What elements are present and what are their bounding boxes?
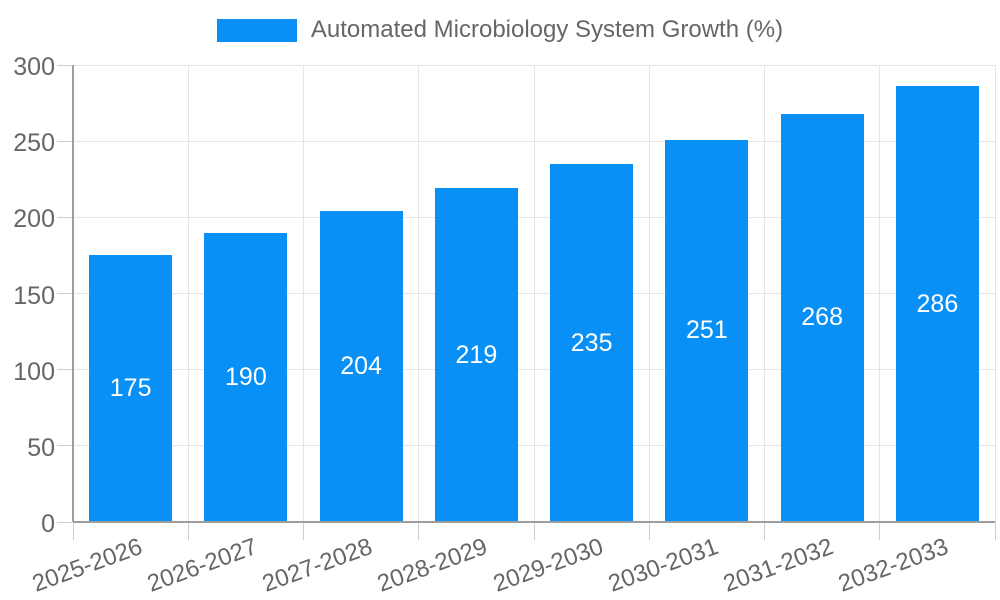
x-axis-tick-mark <box>648 522 650 540</box>
bar-value-label: 268 <box>801 303 843 332</box>
y-axis-line <box>72 65 74 522</box>
bar-value-label: 175 <box>109 374 152 403</box>
bar-value-label: 190 <box>225 362 267 391</box>
x-axis-tick-mark <box>72 522 74 540</box>
x-axis-tick-mark <box>533 522 535 540</box>
y-axis-tick-mark <box>57 445 72 447</box>
chart-legend[interactable]: Automated Microbiology System Growth (%) <box>0 16 1000 44</box>
x-grid-line <box>533 65 535 522</box>
x-axis-tick-mark <box>764 522 765 540</box>
legend-label: Automated Microbiology System Growth (%) <box>310 16 784 43</box>
bar[interactable]: 251 <box>665 139 749 522</box>
bar-value-label: 235 <box>570 328 613 357</box>
y-axis-tick-mark <box>57 521 72 523</box>
x-axis-tick-mark <box>879 522 881 540</box>
y-axis-tick-mark <box>57 140 72 142</box>
bar[interactable]: 286 <box>895 86 979 522</box>
x-axis-tick-mark <box>994 522 996 540</box>
x-axis-line <box>73 521 995 523</box>
y-axis-tick-mark <box>57 216 72 218</box>
bar[interactable]: 175 <box>89 255 173 522</box>
bar[interactable]: 190 <box>204 232 288 522</box>
y-tick-label: 250 <box>13 129 55 158</box>
x-grid-line <box>879 65 881 522</box>
y-tick-label: 150 <box>13 281 55 310</box>
bar-value-label: 251 <box>686 316 728 345</box>
x-grid-line <box>994 65 996 522</box>
y-axis-tick-mark <box>57 64 72 66</box>
bar[interactable]: 235 <box>550 164 634 522</box>
y-axis-tick-mark <box>57 293 72 294</box>
x-axis-tick-mark <box>418 522 420 540</box>
y-tick-label: 100 <box>13 357 55 386</box>
y-tick-label: 300 <box>13 53 55 81</box>
x-grid-line <box>187 65 189 522</box>
bar[interactable]: 268 <box>780 113 864 522</box>
bar-value-label: 219 <box>455 340 498 369</box>
y-tick-label: 0 <box>41 510 55 538</box>
plot-area: 0 50 100 150 200 250 300 175 190 204 219 235 251 268 2… <box>13 55 996 598</box>
bar[interactable]: 219 <box>434 188 518 522</box>
bar[interactable]: 204 <box>319 211 403 522</box>
x-grid-line <box>418 65 420 522</box>
bar-value-label: 204 <box>340 352 382 381</box>
x-grid-line <box>648 65 650 522</box>
x-axis-tick-mark <box>187 522 189 540</box>
bar-value-label: 286 <box>916 289 959 318</box>
x-axis-tick-mark <box>303 522 304 540</box>
x-grid-line <box>764 65 765 522</box>
x-grid-line <box>303 65 304 522</box>
y-tick-label: 200 <box>13 205 55 234</box>
y-axis-tick-mark <box>57 369 72 371</box>
legend-swatch <box>216 18 297 42</box>
y-tick-label: 50 <box>27 433 55 462</box>
